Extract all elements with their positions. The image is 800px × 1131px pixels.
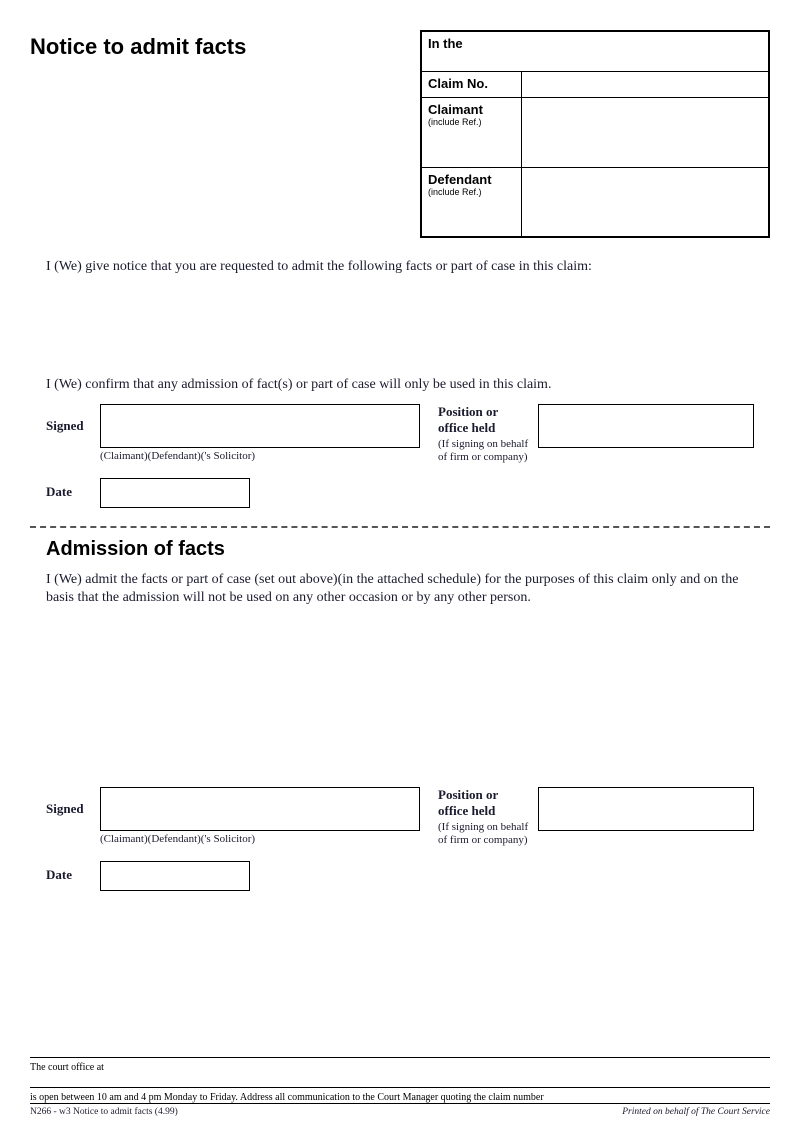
- claimant-sublabel: (include Ref.): [428, 117, 515, 127]
- signed-label-1: Signed: [46, 404, 92, 434]
- position-label-2: Position or office held (If signing on b…: [438, 787, 530, 847]
- claimant-label: Claimant: [428, 102, 483, 117]
- position-field-1[interactable]: [538, 404, 754, 448]
- date-label-1: Date: [46, 478, 92, 500]
- footer-printed: Printed on behalf of The Court Service: [622, 1107, 770, 1117]
- claim-no-field[interactable]: [521, 71, 769, 97]
- admission-title: Admission of facts: [46, 538, 754, 561]
- date-label-2: Date: [46, 861, 92, 883]
- position-label-1: Position or office held (If signing on b…: [438, 404, 530, 464]
- defendant-sublabel: (include Ref.): [428, 187, 515, 197]
- signed-undernote-1: (Claimant)(Defendant)('s Solicitor): [100, 450, 420, 462]
- confirm-paragraph: I (We) confirm that any admission of fac…: [46, 376, 754, 394]
- footer-form-ref: N266 - w3 Notice to admit facts (4.99): [30, 1107, 178, 1117]
- claim-no-label: Claim No.: [428, 76, 488, 91]
- in-the-label: In the: [428, 36, 463, 51]
- signed-undernote-2: (Claimant)(Defendant)('s Solicitor): [100, 833, 420, 845]
- admission-paragraph: I (We) admit the facts or part of case (…: [46, 571, 754, 607]
- case-details-box: In the Claim No. Claimant (include Ref.)…: [420, 30, 770, 238]
- notice-paragraph: I (We) give notice that you are requeste…: [46, 258, 754, 276]
- position-field-2[interactable]: [538, 787, 754, 831]
- date-field-1[interactable]: [100, 478, 250, 508]
- footer-hours: is open between 10 am and 4 pm Monday to…: [30, 1092, 544, 1103]
- claimant-field[interactable]: [521, 97, 769, 167]
- signed-field-2[interactable]: [100, 787, 420, 831]
- signed-field-1[interactable]: [100, 404, 420, 448]
- signed-label-2: Signed: [46, 787, 92, 817]
- section-divider: [30, 526, 770, 528]
- footer-office-at: The court office at: [30, 1062, 104, 1073]
- defendant-label: Defendant: [428, 172, 492, 187]
- page-title: Notice to admit facts: [30, 34, 246, 60]
- defendant-field[interactable]: [521, 167, 769, 237]
- footer: The court office at is open between 10 a…: [30, 1055, 770, 1117]
- date-field-2[interactable]: [100, 861, 250, 891]
